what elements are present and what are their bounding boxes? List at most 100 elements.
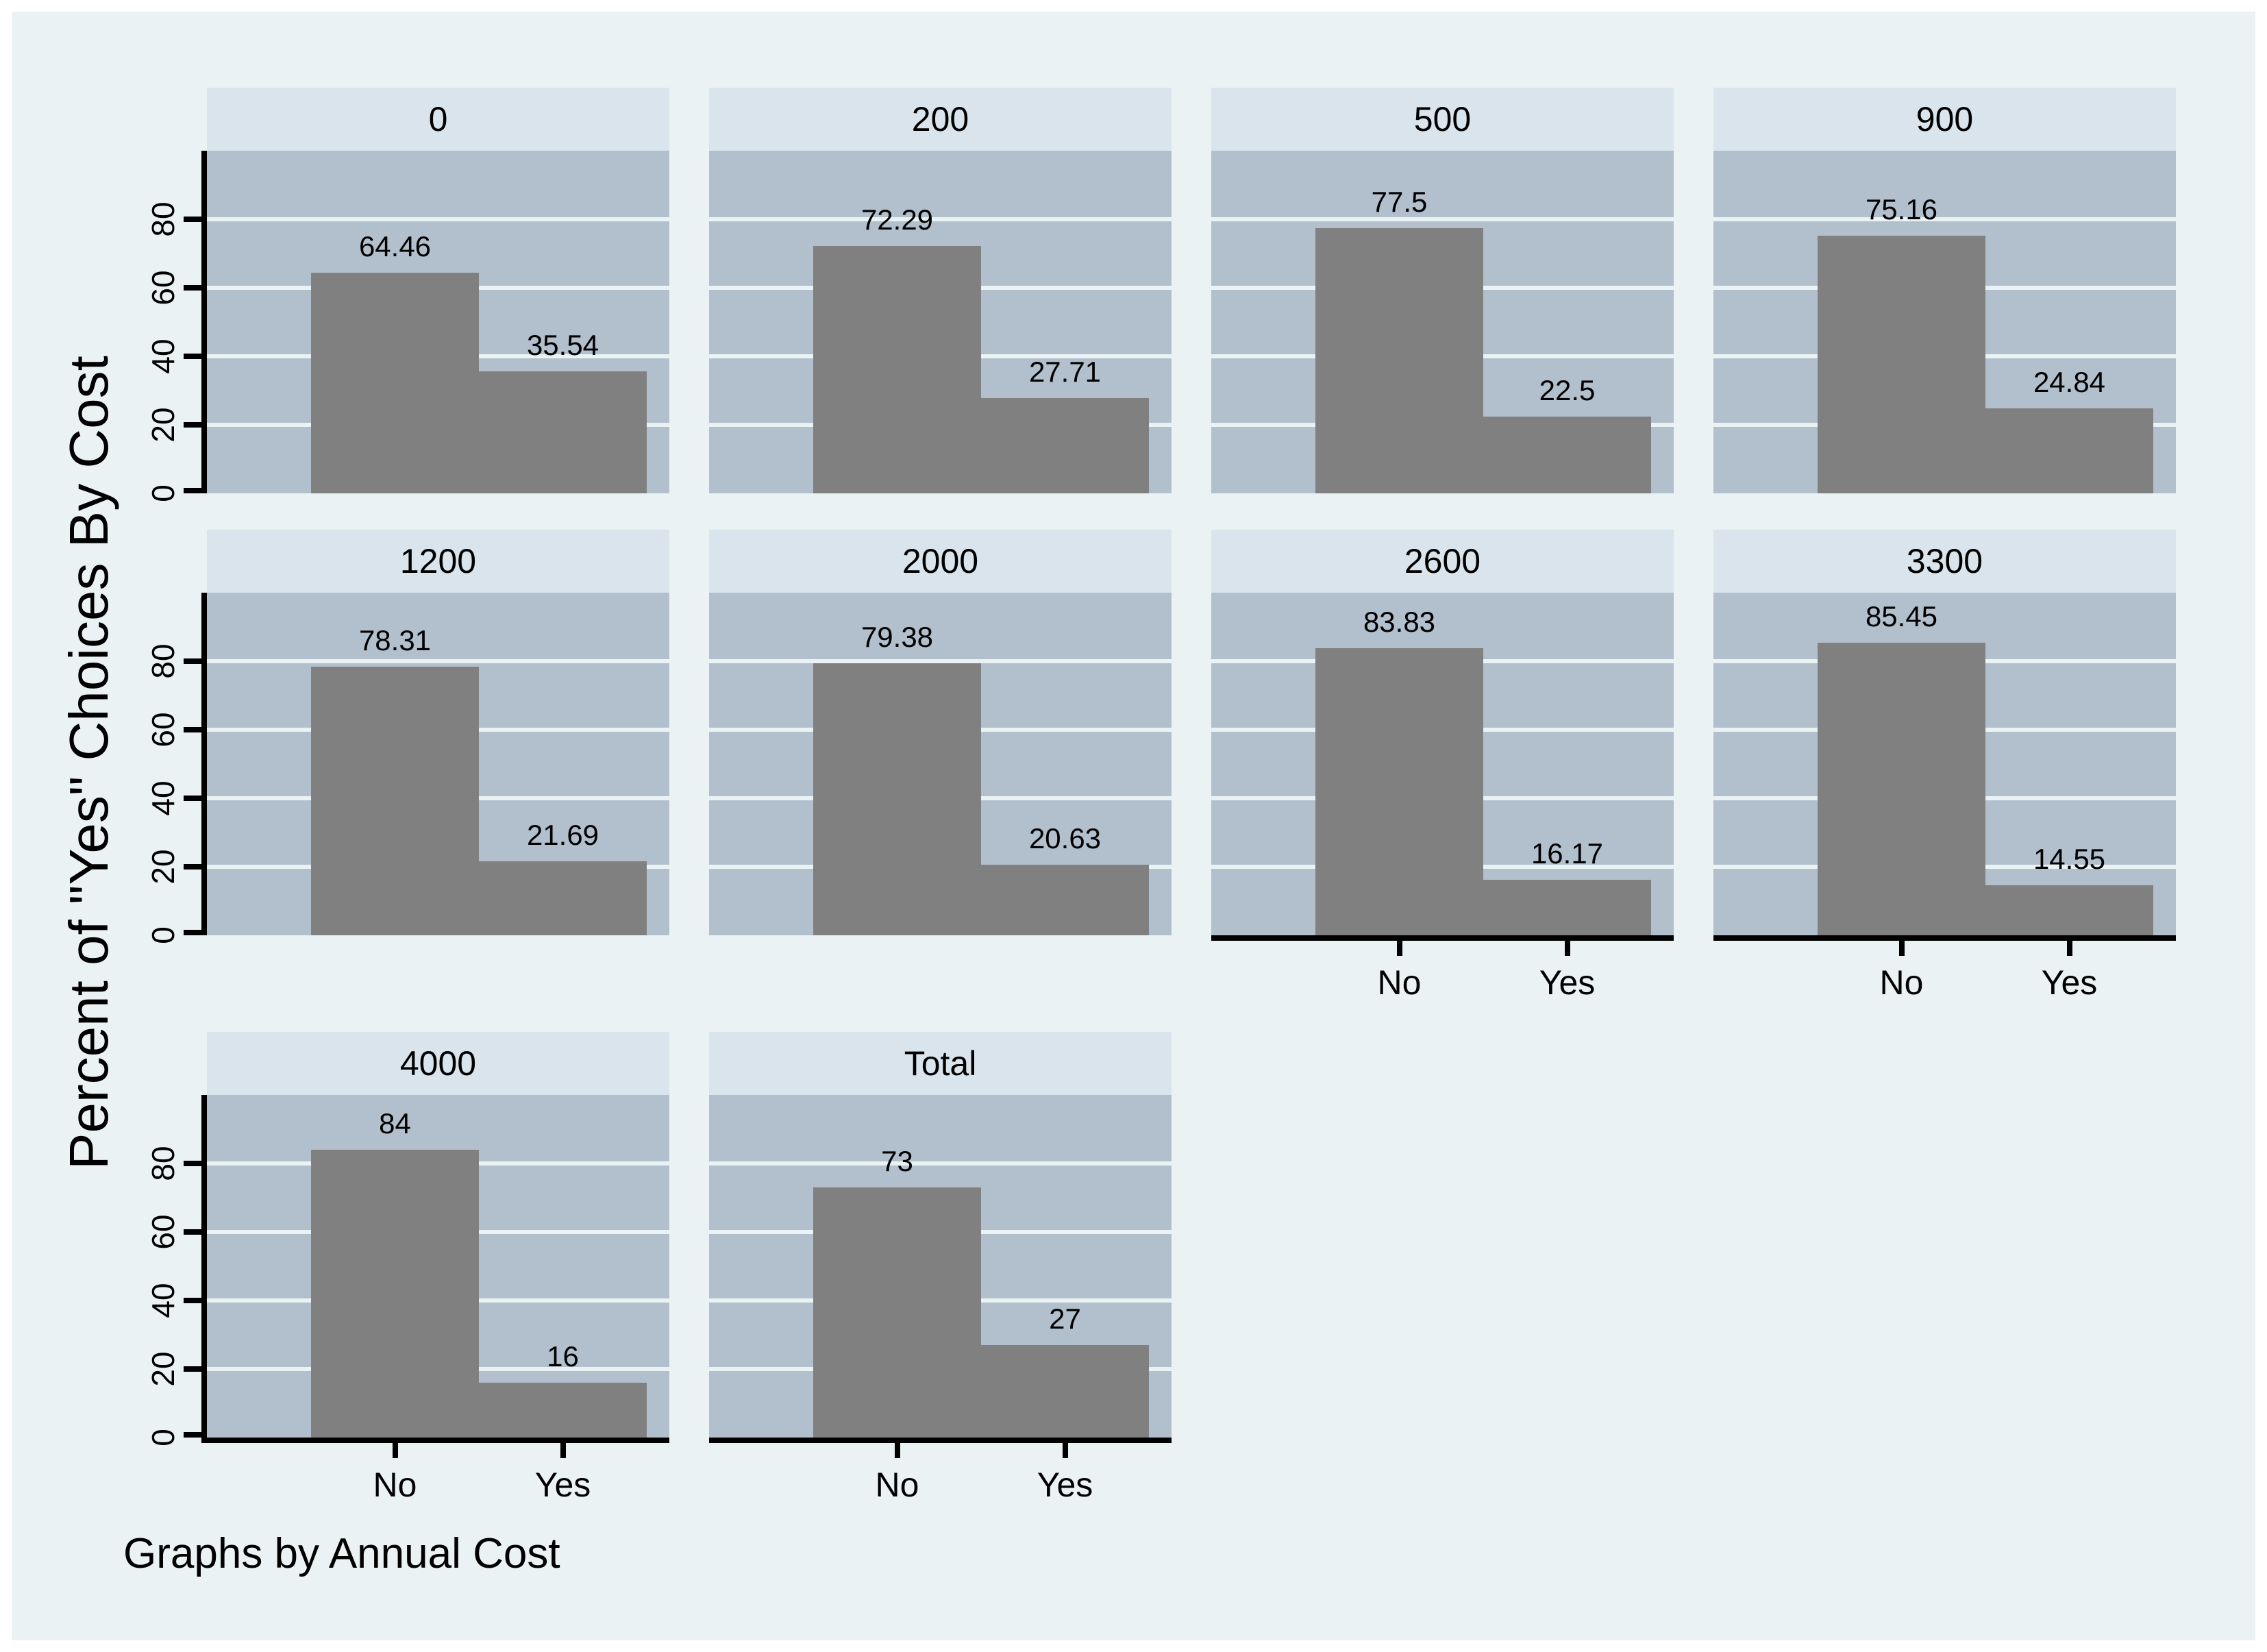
bar-value-label: 84 bbox=[379, 1107, 411, 1139]
bar-no bbox=[813, 245, 981, 493]
x-tick-yes bbox=[1062, 1443, 1068, 1458]
y-tick-label: 60 bbox=[145, 270, 181, 306]
x-tick-no bbox=[392, 1443, 398, 1458]
bar-no bbox=[1315, 227, 1483, 493]
facet-title: 1200 bbox=[207, 530, 669, 593]
facet-panel-200: 200 72.29 27.71 bbox=[709, 88, 1172, 493]
x-tick-yes bbox=[1564, 941, 1570, 956]
y-tick-60 bbox=[184, 727, 201, 732]
bar-no bbox=[311, 272, 479, 493]
bar-yes bbox=[479, 371, 647, 493]
bar-value-label: 20.63 bbox=[1028, 822, 1102, 854]
plot-region: 78.31 21.69 0 20 40 60 80 bbox=[145, 593, 669, 944]
facet-title: Total bbox=[709, 1032, 1172, 1095]
gridline-80 bbox=[207, 217, 669, 221]
y-tick-label: 20 bbox=[145, 1351, 181, 1387]
y-tick-label: 20 bbox=[145, 407, 181, 443]
x-tick-yes bbox=[560, 1443, 566, 1458]
y-tick-label: 0 bbox=[145, 484, 181, 502]
facet-title: 3300 bbox=[1713, 530, 2176, 593]
x-axis-line bbox=[201, 1438, 669, 1443]
y-tick-40 bbox=[184, 1298, 201, 1303]
facet-panel-0: 0 64.46 35.54 0 20 40 60 80 bbox=[145, 88, 669, 502]
y-axis-title: Percent of "Yes" Choices By Cost bbox=[58, 356, 119, 1170]
facet-panel-3300: 3300 85.45 14.55 No Yes bbox=[1713, 530, 2176, 1018]
gridline-80 bbox=[709, 217, 1172, 221]
bar-value-label: 22.5 bbox=[1539, 373, 1596, 406]
bar-value-label: 14.55 bbox=[2033, 843, 2106, 876]
x-tick-no bbox=[894, 1443, 900, 1458]
y-tick-label: 0 bbox=[145, 1429, 181, 1446]
plot-region: 64.46 35.54 0 20 40 60 80 bbox=[145, 151, 669, 502]
y-tick-80 bbox=[184, 217, 201, 222]
facet-title: 0 bbox=[207, 88, 669, 151]
y-axis-line bbox=[201, 593, 207, 935]
bar-no bbox=[311, 667, 479, 935]
bar-no bbox=[311, 1150, 479, 1438]
bar-yes bbox=[981, 1345, 1149, 1438]
bar-value-label: 27.71 bbox=[1028, 356, 1102, 389]
y-tick-label: 20 bbox=[145, 849, 181, 885]
x-tick-no bbox=[1396, 941, 1402, 956]
bar-no bbox=[1818, 236, 1985, 493]
y-tick-label: 40 bbox=[145, 338, 181, 374]
gridline-80 bbox=[709, 1161, 1172, 1166]
y-tick-60 bbox=[184, 285, 201, 291]
bar-value-label: 85.45 bbox=[1865, 600, 1938, 632]
y-tick-80 bbox=[184, 1161, 201, 1166]
y-tick-label: 80 bbox=[145, 643, 181, 679]
bar-value-label: 77.5 bbox=[1371, 185, 1428, 218]
y-axis-line bbox=[201, 151, 207, 493]
y-tick-label: 80 bbox=[145, 201, 181, 237]
x-category-label: Yes bbox=[2041, 963, 2098, 1002]
gridline-80 bbox=[1211, 217, 1674, 221]
plot-region: 75.16 24.84 bbox=[1713, 151, 2176, 493]
facet-panel-900: 900 75.16 24.84 bbox=[1713, 88, 2176, 493]
y-tick-label: 40 bbox=[145, 780, 181, 816]
bar-yes bbox=[479, 1383, 647, 1438]
bar-yes bbox=[1483, 880, 1651, 935]
x-tick-yes bbox=[2066, 941, 2072, 956]
y-tick-80 bbox=[184, 658, 201, 664]
plot-region: 77.5 22.5 bbox=[1211, 151, 1674, 493]
y-tick-60 bbox=[184, 1229, 201, 1235]
plot-region: 79.38 20.63 bbox=[709, 593, 1172, 935]
facet-title: 200 bbox=[709, 88, 1172, 151]
bar-no bbox=[813, 1187, 981, 1438]
facet-panel-1200: 1200 78.31 21.69 0 20 40 60 80 bbox=[145, 530, 669, 944]
y-tick-20 bbox=[184, 864, 201, 870]
plot-region: 83.83 16.17 No Yes bbox=[1211, 593, 1674, 1002]
bar-value-label: 24.84 bbox=[2033, 365, 2106, 398]
x-category-label: No bbox=[1879, 963, 1924, 1002]
y-tick-label: 0 bbox=[145, 926, 181, 944]
facet-title: 900 bbox=[1713, 88, 2176, 151]
bar-yes bbox=[1483, 416, 1651, 493]
bar-yes bbox=[1985, 408, 2153, 493]
y-tick-20 bbox=[184, 1366, 201, 1372]
plot-region: 84 16 0 20 40 60 80 No Yes bbox=[145, 1095, 669, 1504]
plot-region: 73 27 No Yes bbox=[709, 1095, 1172, 1504]
plot-region: 72.29 27.71 bbox=[709, 151, 1172, 493]
y-tick-label: 60 bbox=[145, 712, 181, 748]
x-axis-line bbox=[1713, 935, 2176, 941]
bar-value-label: 16.17 bbox=[1531, 837, 1604, 870]
facet-title: 2600 bbox=[1211, 530, 1674, 593]
x-axis-line bbox=[1211, 935, 1674, 941]
bar-value-label: 73 bbox=[881, 1145, 913, 1177]
x-category-label: No bbox=[1377, 963, 1422, 1002]
by-note: Graphs by Annual Cost bbox=[123, 1530, 560, 1577]
facet-panel-2600: 2600 83.83 16.17 No Yes bbox=[1211, 530, 1674, 1018]
plot-region: 85.45 14.55 No Yes bbox=[1713, 593, 2176, 1002]
x-category-label: Yes bbox=[534, 1466, 591, 1504]
y-tick-0 bbox=[184, 1432, 201, 1438]
bar-value-label: 64.46 bbox=[358, 230, 432, 262]
gridline-80 bbox=[1713, 217, 2176, 221]
facet-title: 4000 bbox=[207, 1032, 669, 1095]
facet-panel-2000: 2000 79.38 20.63 bbox=[709, 530, 1172, 935]
bar-value-label: 16 bbox=[547, 1340, 579, 1372]
bar-yes bbox=[1985, 885, 2153, 935]
facet-panel-500: 500 77.5 22.5 bbox=[1211, 88, 1674, 493]
bar-yes bbox=[981, 864, 1149, 935]
y-tick-label: 40 bbox=[145, 1283, 181, 1318]
